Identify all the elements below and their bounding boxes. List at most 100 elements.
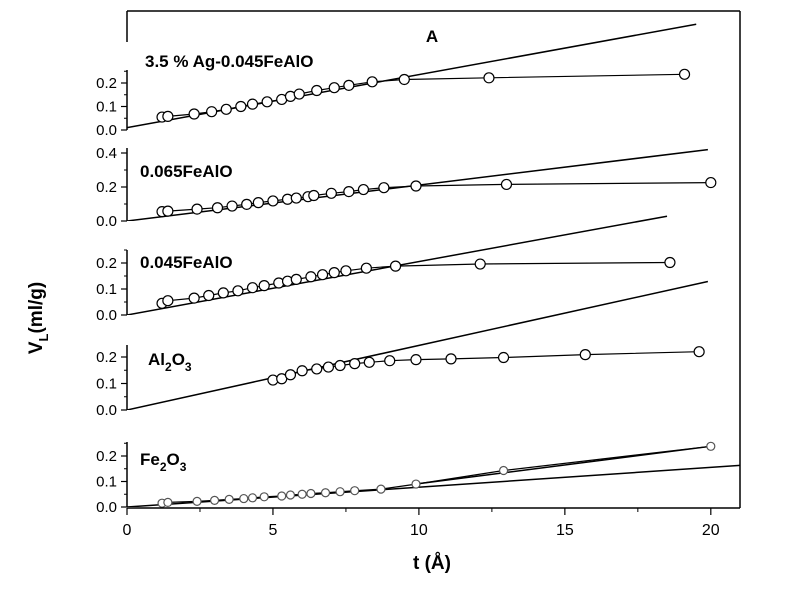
- x-tick-label: 5: [268, 522, 277, 539]
- data-point: [363, 356, 375, 368]
- panel-2: 0.0 0.2 0.4 0.065FeAlO: [96, 145, 717, 230]
- svg-text:VL(ml/g): VL(ml/g): [26, 282, 51, 354]
- data-point: [285, 490, 296, 500]
- data-point: [340, 265, 352, 277]
- data-point: [410, 354, 422, 366]
- data-point: [693, 346, 705, 358]
- y-tick-label: 0.0: [96, 499, 117, 516]
- panel-label-sub: 2: [160, 460, 167, 474]
- y-tick-label: 0.1: [96, 281, 117, 298]
- data-point: [211, 202, 224, 214]
- data-point: [328, 267, 340, 279]
- panel-label-main: 3.5 % Ag-0.045FeAlO: [145, 52, 314, 71]
- data-point: [335, 487, 345, 497]
- panel-label-main: Fe: [140, 450, 160, 469]
- data-point: [497, 351, 510, 364]
- data-point: [224, 494, 234, 504]
- data-point: [357, 183, 370, 196]
- data-point: [311, 84, 323, 97]
- data-point: [258, 280, 270, 292]
- data-point: [411, 479, 421, 489]
- chart-panels: 0.0 0.1 0.2 3.5 % Ag-0.045FeAlO 0.00.20.40.0…: [96, 23, 740, 516]
- data-point: [267, 195, 279, 207]
- x-tick-label: 15: [556, 522, 574, 539]
- data-point: [678, 68, 691, 80]
- panel-label: Al2O3: [148, 350, 192, 374]
- data-point: [206, 106, 218, 118]
- data-point: [261, 96, 273, 108]
- data-point: [474, 258, 486, 270]
- y-tick-label: 0.2: [96, 448, 117, 465]
- data-point: [579, 349, 591, 361]
- y-tick-label: 0.2: [96, 75, 117, 92]
- data-point: [246, 282, 259, 294]
- data-point: [398, 73, 410, 86]
- panel-label-sub2: 3: [185, 360, 192, 374]
- y-axis-label-main: V: [26, 341, 47, 354]
- panel-label-sub2: 3: [180, 460, 187, 474]
- data-point: [293, 88, 305, 100]
- data-point: [311, 363, 323, 375]
- data-point: [360, 262, 372, 274]
- y-tick-label: 0.2: [96, 349, 117, 366]
- panel-label: Fe2O3: [140, 450, 187, 474]
- data-point: [162, 205, 174, 217]
- data-point: [305, 271, 317, 283]
- panel-label-sub: 2: [165, 360, 172, 374]
- data-point: [290, 192, 302, 204]
- data-point: [203, 289, 215, 302]
- data-point: [343, 185, 355, 198]
- data-point: [284, 369, 297, 381]
- y-tick-label: 0.1: [96, 99, 117, 116]
- data-point: [445, 353, 457, 365]
- data-point: [192, 496, 202, 506]
- y-tick-label: 0.2: [96, 179, 117, 196]
- data-point: [217, 287, 229, 299]
- data-point: [410, 180, 422, 192]
- y-axis-label-rest: (ml/g): [26, 282, 47, 334]
- panel-label-rest: O: [172, 350, 185, 369]
- data-point: [290, 273, 302, 285]
- data-point: [209, 495, 220, 505]
- data-point: [191, 203, 203, 215]
- data-point: [384, 355, 396, 367]
- y-tick-label: 0.0: [96, 307, 117, 324]
- data-point: [705, 176, 717, 189]
- data-point: [188, 292, 200, 304]
- data-point: [232, 285, 244, 297]
- y-tick-label: 0.1: [96, 474, 117, 491]
- data-point: [306, 488, 316, 499]
- data-point: [376, 484, 386, 494]
- data-point: [220, 103, 232, 115]
- data-point: [246, 98, 259, 110]
- data-point: [389, 260, 402, 272]
- chart-title: A: [426, 27, 438, 46]
- x-tick-label: 20: [702, 522, 720, 539]
- data-point: [664, 256, 676, 269]
- x-axis-label: t (Å): [413, 553, 451, 574]
- data-point: [235, 100, 247, 113]
- panel-3: 0.0 0.1 0.2 0.045FeAlO: [96, 215, 676, 324]
- x-tick-label: 10: [410, 522, 428, 539]
- panel-4: 0.0 0.1 0.2 Al2O3: [96, 280, 709, 419]
- y-tick-label: 0.2: [96, 255, 117, 272]
- panel-label-main: Al: [148, 350, 165, 369]
- data-point: [316, 269, 329, 281]
- panel-label: 3.5 % Ag-0.045FeAlO: [145, 52, 314, 71]
- y-tick-label: 0.0: [96, 402, 117, 419]
- panel-5: 0.0 0.1 0.2 Fe2O3: [96, 441, 740, 516]
- data-point: [325, 187, 337, 199]
- data-point: [226, 200, 238, 212]
- data-point: [320, 488, 331, 498]
- panel-label: 0.045FeAlO: [140, 253, 233, 272]
- chart-frame: [126, 10, 741, 508]
- data-point: [706, 441, 716, 451]
- panel-label-rest: O: [167, 450, 180, 469]
- data-point: [349, 358, 361, 370]
- y-tick-label: 0.0: [96, 122, 117, 139]
- data-point: [366, 76, 378, 88]
- data-point: [241, 198, 253, 210]
- data-point: [296, 365, 308, 377]
- data-point: [163, 497, 173, 508]
